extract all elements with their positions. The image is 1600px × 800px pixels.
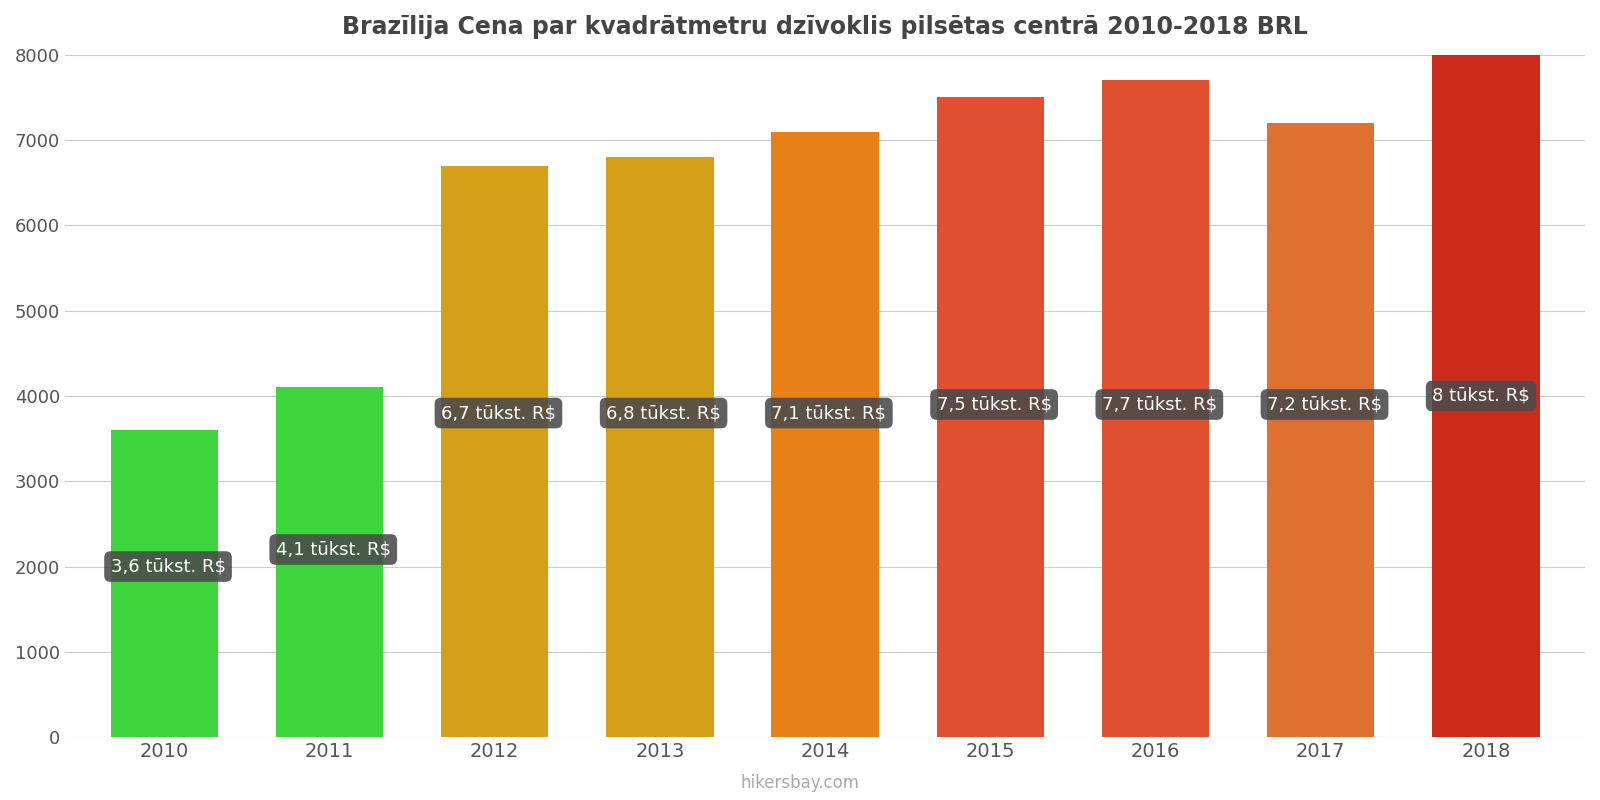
Text: 4,1 tūkst. R$: 4,1 tūkst. R$ <box>275 541 390 558</box>
Bar <box>1432 55 1539 737</box>
Text: hikersbay.com: hikersbay.com <box>741 774 859 792</box>
Title: Brazīlija Cena par kvadrātmetru dzīvoklis pilsētas centrā 2010-2018 BRL: Brazīlija Cena par kvadrātmetru dzīvokli… <box>342 15 1307 39</box>
Text: 7,2 tūkst. R$: 7,2 tūkst. R$ <box>1267 395 1382 414</box>
Text: 7,1 tūkst. R$: 7,1 tūkst. R$ <box>771 404 886 422</box>
Bar <box>606 157 714 737</box>
Text: 7,7 tūkst. R$: 7,7 tūkst. R$ <box>1102 395 1218 414</box>
Bar <box>1102 81 1210 737</box>
Text: 7,5 tūkst. R$: 7,5 tūkst. R$ <box>936 395 1051 414</box>
Bar <box>1267 123 1374 737</box>
Bar <box>771 131 878 737</box>
Text: 3,6 tūkst. R$: 3,6 tūkst. R$ <box>110 558 226 575</box>
Text: 6,8 tūkst. R$: 6,8 tūkst. R$ <box>606 404 722 422</box>
Bar <box>110 430 218 737</box>
Bar <box>936 98 1043 737</box>
Bar <box>442 166 549 737</box>
Bar <box>275 387 382 737</box>
Text: 6,7 tūkst. R$: 6,7 tūkst. R$ <box>442 404 555 422</box>
Text: 8 tūkst. R$: 8 tūkst. R$ <box>1432 387 1530 405</box>
